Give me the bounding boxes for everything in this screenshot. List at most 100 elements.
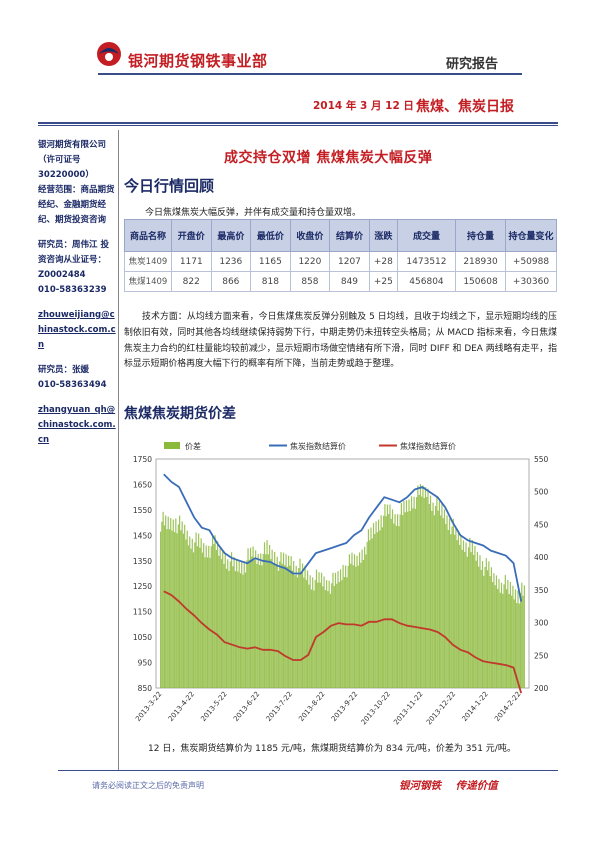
y-left-tick-label: 1550 [133,506,152,515]
spread-bar [356,555,358,688]
spread-bar [465,542,467,688]
spread-bar [286,566,288,688]
spread-bar [423,498,425,688]
spread-bar [243,561,245,688]
spread-bar [327,591,329,688]
spread-bar [388,513,390,688]
spread-bar [474,546,476,688]
analyst2-title: 研究员：张媛 [38,365,90,375]
spread-bar [400,503,402,688]
spread-bar [519,593,522,688]
spread-bar [333,585,335,688]
spread-bar [467,547,470,688]
spread-bar [369,540,371,688]
title-divider [38,122,558,124]
spread-bar [385,516,387,688]
table-cell: 218930 [454,251,507,272]
spread-bar [210,546,212,688]
spread-bar [201,552,204,688]
spread-bar [190,548,192,688]
spread-bar [298,568,300,688]
legend-label: 价差 [185,441,201,451]
spread-bar [422,485,424,688]
spread-bar [282,552,285,688]
spread-bar [435,505,437,688]
spread-bar [204,557,206,688]
spread-bar [452,518,454,688]
spread-bar [208,545,210,688]
spread-bar [232,566,234,688]
slogan-value: 传递价值 [455,780,498,792]
y-right-tick-label: 300 [534,619,549,628]
spread-bar [214,535,216,688]
spread-bar [461,549,463,688]
spread-bar [403,500,405,688]
table-cell: 456804 [396,271,456,292]
spread-bar [285,554,287,688]
spread-bar [322,586,324,688]
y-left-tick-label: 1450 [133,531,152,540]
table-cell: 1165 [250,251,291,272]
spread-bar [394,514,396,688]
spread-bar [466,556,468,688]
sidebar-divider [118,130,119,770]
spread-bar [336,583,338,688]
spread-bar [470,552,472,688]
spread-bar [218,555,220,688]
table-header-cell: 开盘价 [171,219,212,252]
spread-bar [499,592,501,688]
spread-bar [448,518,451,688]
spread-bar [320,572,323,688]
spread-bar [236,559,238,688]
spread-bar [485,558,487,688]
spread-bar [209,557,211,688]
spread-bar [521,582,523,688]
spread-bar [251,556,253,688]
spread-bar [309,575,311,688]
spread-bar [331,583,333,688]
spread-bar [355,566,357,688]
spread-bar [484,566,486,688]
spread-bar [408,499,410,688]
spread-bar [228,570,230,688]
spread-bar [380,515,382,688]
spread-bar [429,495,432,688]
title-divider-thin [38,125,558,126]
y-left-tick-label: 1150 [133,608,152,617]
spread-bar [314,580,316,688]
technical-analysis: 技术方面：从均线方面来看，今日焦煤焦炭反弹分别触及 5 日均线，且收于均线之下，… [124,312,557,370]
spread-bar [494,585,496,688]
series-line [163,590,523,694]
y-right-tick-label: 450 [534,520,549,529]
spread-bar [247,548,249,688]
spread-bar [442,518,444,688]
spread-bar [424,487,427,688]
table-header-cell: 最低价 [250,219,291,252]
spread-bar [253,560,255,688]
spread-bar [162,511,164,688]
sidebar: 银河期货有限公司 （许可证号 30220000） 经营范围：商品期货经纪、金融期… [38,138,116,448]
legend-swatch [164,442,180,449]
spread-bar [455,526,457,688]
legend-label: 焦煤指数结算价 [400,441,456,451]
disclaimer: 请务必阅读正文之后的免责声明 [92,781,204,790]
spread-bar [383,515,385,688]
spread-bar [447,529,449,688]
spread-bar [313,590,315,688]
spread-bar [395,525,397,688]
spread-bar [274,551,276,688]
slogan-brand: 银河钢铁 [399,780,441,792]
spread-bar [409,511,411,688]
analyst2-email-link[interactable]: zhangyuan_qh@chinastock.com.cn [38,405,116,445]
spread-bar [357,565,359,688]
spread-bar [505,589,508,688]
spread-bar [303,577,305,688]
spread-bar [265,554,267,688]
analyst1-email-link[interactable]: zhouweijiang@chinastock.com.cn [38,310,116,350]
spread-bar [523,585,525,688]
spread-bar [490,567,492,688]
spread-bar [171,530,173,688]
spread-bar [379,530,381,688]
spread-bar [413,496,415,688]
table-header-cell: 结算价 [329,219,370,252]
